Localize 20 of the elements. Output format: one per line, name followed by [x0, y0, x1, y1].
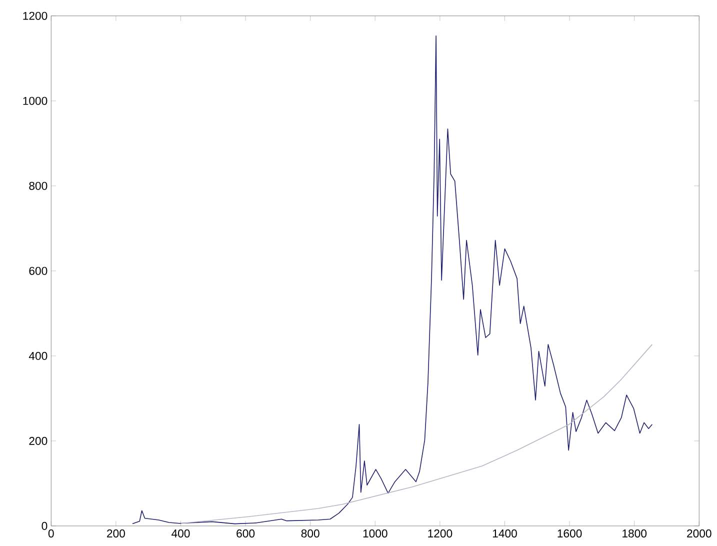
x-tick-label: 2000 [687, 530, 712, 538]
y-tick-label: 600 [29, 266, 48, 276]
x-tick-label: 1200 [428, 530, 452, 538]
x-tick-label: 1000 [363, 530, 388, 538]
x-tick-label: 800 [301, 530, 320, 538]
x-tick-label: 1400 [492, 530, 517, 538]
y-tick-label: 800 [29, 182, 48, 190]
line-series [132, 36, 653, 524]
y-tick-label: 0 [42, 522, 48, 530]
y-tick-label: 200 [29, 437, 48, 446]
x-tick-label: 600 [236, 530, 255, 538]
x-tick-label: 0 [48, 530, 54, 538]
x-tick-label: 1600 [558, 530, 582, 538]
y-tick-label: 400 [28, 352, 48, 360]
y-tick-label: 1200 [23, 12, 48, 20]
line-series [180, 344, 653, 524]
y-tick-label: 1000 [23, 96, 48, 106]
x-tick-label: 1800 [622, 530, 647, 538]
x-tick-label: 200 [107, 530, 125, 538]
x-tick-label: 400 [172, 530, 190, 538]
